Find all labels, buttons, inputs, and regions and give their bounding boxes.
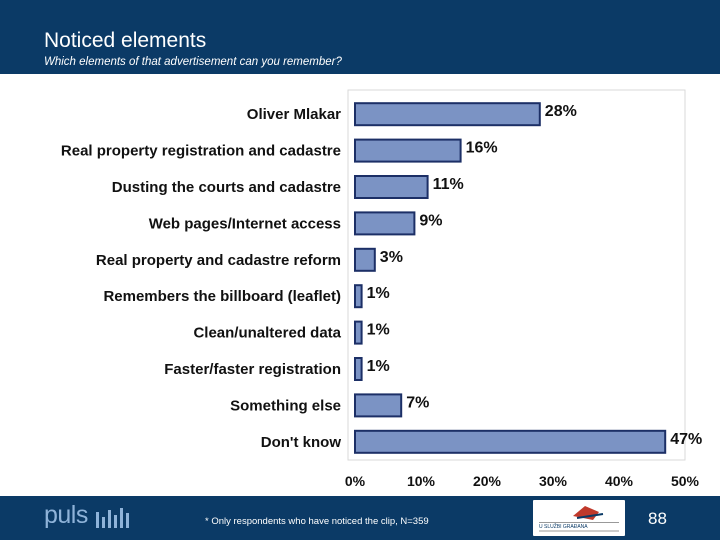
- partner-text: U SLUŽBI GRAĐANA: [539, 524, 588, 530]
- footnote: * Only respondents who have noticed the …: [205, 516, 429, 527]
- data-label: 28%: [545, 103, 577, 120]
- data-label: 3%: [380, 249, 403, 266]
- x-tick-label: 40%: [605, 473, 634, 489]
- footer-bar: puls * Only respondents who have noticed…: [0, 496, 720, 540]
- category-label: Dusting the courts and cadastre: [112, 179, 341, 196]
- bar: [354, 175, 429, 199]
- x-tick-label: 50%: [671, 473, 700, 489]
- category-label: Faster/faster registration: [164, 361, 341, 378]
- data-label: 47%: [670, 431, 702, 448]
- category-label: Oliver Mlakar: [247, 106, 341, 123]
- bar: [354, 211, 416, 236]
- data-label: 7%: [406, 394, 429, 411]
- data-label: 9%: [419, 212, 442, 229]
- equalizer-bars-icon: [96, 508, 129, 528]
- bar: [354, 393, 403, 418]
- bar: [354, 429, 667, 454]
- page-title: Noticed elements: [44, 29, 207, 52]
- x-tick-label: 30%: [539, 473, 568, 489]
- data-label: 16%: [466, 140, 498, 157]
- category-label: Web pages/Internet access: [149, 215, 341, 232]
- header-bar: Noticed elements Which elements of that …: [0, 0, 720, 74]
- bar: [354, 138, 462, 163]
- puls-logo: puls: [44, 501, 88, 529]
- category-label: Don't know: [261, 434, 342, 451]
- partner-emblem-icon: [539, 506, 619, 532]
- category-label: Something else: [230, 397, 341, 414]
- bar: [354, 247, 376, 272]
- category-label: Real property and cadastre reform: [96, 252, 341, 269]
- x-tick-label: 10%: [407, 473, 436, 489]
- bar: [354, 102, 541, 127]
- chart-area: Oliver Mlakar 28% Real property registrati…: [0, 80, 720, 495]
- page-subtitle: Which elements of that advertisement can…: [44, 56, 342, 68]
- partner-logo: U SLUŽBI GRAĐANA: [533, 500, 625, 536]
- data-label: 1%: [367, 322, 390, 339]
- x-tick-label: 0%: [345, 473, 366, 489]
- x-tick-label: 20%: [473, 473, 502, 489]
- data-label: 11%: [433, 176, 464, 193]
- data-label: 1%: [367, 358, 390, 375]
- category-label: Remembers the billboard (leaflet): [103, 288, 341, 305]
- bar: [354, 357, 363, 381]
- bar: [354, 320, 363, 345]
- category-label: Clean/unaltered data: [193, 325, 341, 342]
- category-label: Real property registration and cadastre: [61, 143, 341, 160]
- data-label: 1%: [367, 285, 390, 302]
- bar-chart: Oliver Mlakar 28% Real property registrati…: [61, 89, 702, 489]
- bar: [354, 284, 363, 309]
- page-number: 88: [648, 509, 667, 528]
